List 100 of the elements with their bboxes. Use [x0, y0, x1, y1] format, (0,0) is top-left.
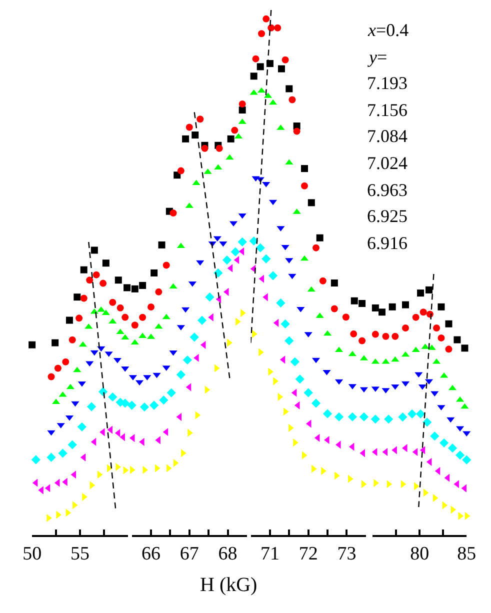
- point: [426, 286, 433, 294]
- point: [278, 65, 285, 72]
- point: [455, 450, 465, 460]
- point: [182, 355, 192, 365]
- point: [66, 508, 72, 517]
- point: [268, 271, 278, 280]
- point: [258, 274, 264, 283]
- point: [454, 336, 461, 344]
- point: [124, 284, 131, 292]
- point: [200, 340, 206, 349]
- point: [44, 484, 50, 492]
- x-tick-label: 50: [22, 544, 42, 565]
- point: [54, 478, 60, 487]
- point: [440, 438, 449, 448]
- point: [90, 246, 98, 254]
- point: [262, 15, 270, 22]
- point: [227, 264, 233, 272]
- point: [238, 247, 244, 256]
- text: 6.963: [367, 180, 408, 200]
- point: [400, 480, 406, 488]
- point: [90, 481, 96, 490]
- point: [139, 314, 146, 321]
- point: [238, 100, 246, 108]
- point: [461, 344, 468, 352]
- point: [359, 412, 369, 422]
- point: [391, 356, 400, 362]
- point: [438, 303, 445, 310]
- point: [204, 386, 210, 394]
- point: [430, 432, 440, 441]
- point: [372, 330, 379, 338]
- point: [288, 274, 296, 280]
- point: [66, 316, 73, 324]
- point: [418, 384, 426, 390]
- point: [162, 314, 170, 320]
- point: [166, 388, 176, 398]
- point: [109, 298, 116, 306]
- point: [378, 308, 386, 316]
- point: [291, 388, 297, 397]
- point: [450, 506, 456, 514]
- x-tick-label: 80: [410, 544, 430, 565]
- point: [223, 288, 229, 296]
- point: [52, 339, 59, 346]
- point: [154, 323, 163, 329]
- point: [301, 182, 308, 190]
- point: [426, 458, 432, 466]
- point: [216, 144, 223, 152]
- point: [190, 332, 199, 342]
- point: [150, 269, 158, 276]
- point: [262, 254, 271, 264]
- point: [213, 236, 222, 242]
- point: [32, 478, 38, 487]
- point: [123, 466, 129, 474]
- point: [90, 438, 96, 446]
- point: [278, 392, 284, 401]
- point: [71, 401, 80, 407]
- point: [219, 241, 228, 247]
- point: [231, 126, 238, 134]
- point: [84, 323, 93, 329]
- point: [445, 320, 452, 328]
- point: [226, 154, 234, 160]
- point: [100, 280, 107, 287]
- point: [31, 455, 40, 464]
- x-tick-label: 71: [260, 544, 280, 565]
- text: x=0.4: [367, 20, 409, 40]
- point: [432, 494, 438, 502]
- point: [408, 409, 417, 418]
- point: [130, 339, 139, 345]
- point: [73, 366, 82, 372]
- x-tick-label: 68: [218, 544, 238, 565]
- point: [322, 370, 331, 376]
- point: [294, 401, 300, 410]
- point: [330, 305, 338, 312]
- point: [384, 414, 394, 424]
- point: [238, 237, 247, 246]
- point: [402, 301, 410, 308]
- point: [442, 501, 448, 510]
- x-tick-label: 73: [337, 544, 356, 565]
- point: [92, 271, 100, 278]
- point: [382, 358, 390, 364]
- point: [170, 210, 177, 217]
- text: 7.024: [367, 153, 408, 173]
- point: [372, 304, 379, 312]
- x-tick-label: 66: [142, 544, 161, 565]
- point: [66, 384, 74, 390]
- point: [293, 128, 300, 135]
- point: [416, 409, 426, 418]
- point: [192, 180, 200, 186]
- point: [140, 402, 150, 412]
- point: [422, 418, 432, 427]
- point: [322, 409, 332, 418]
- point: [391, 384, 400, 390]
- point: [86, 402, 96, 412]
- point: [68, 336, 76, 344]
- point: [446, 417, 455, 423]
- point: [273, 318, 279, 327]
- point: [70, 470, 76, 479]
- point: [304, 388, 313, 398]
- x-tick-label: 55: [70, 544, 90, 565]
- point: [444, 474, 450, 482]
- point: [312, 244, 320, 252]
